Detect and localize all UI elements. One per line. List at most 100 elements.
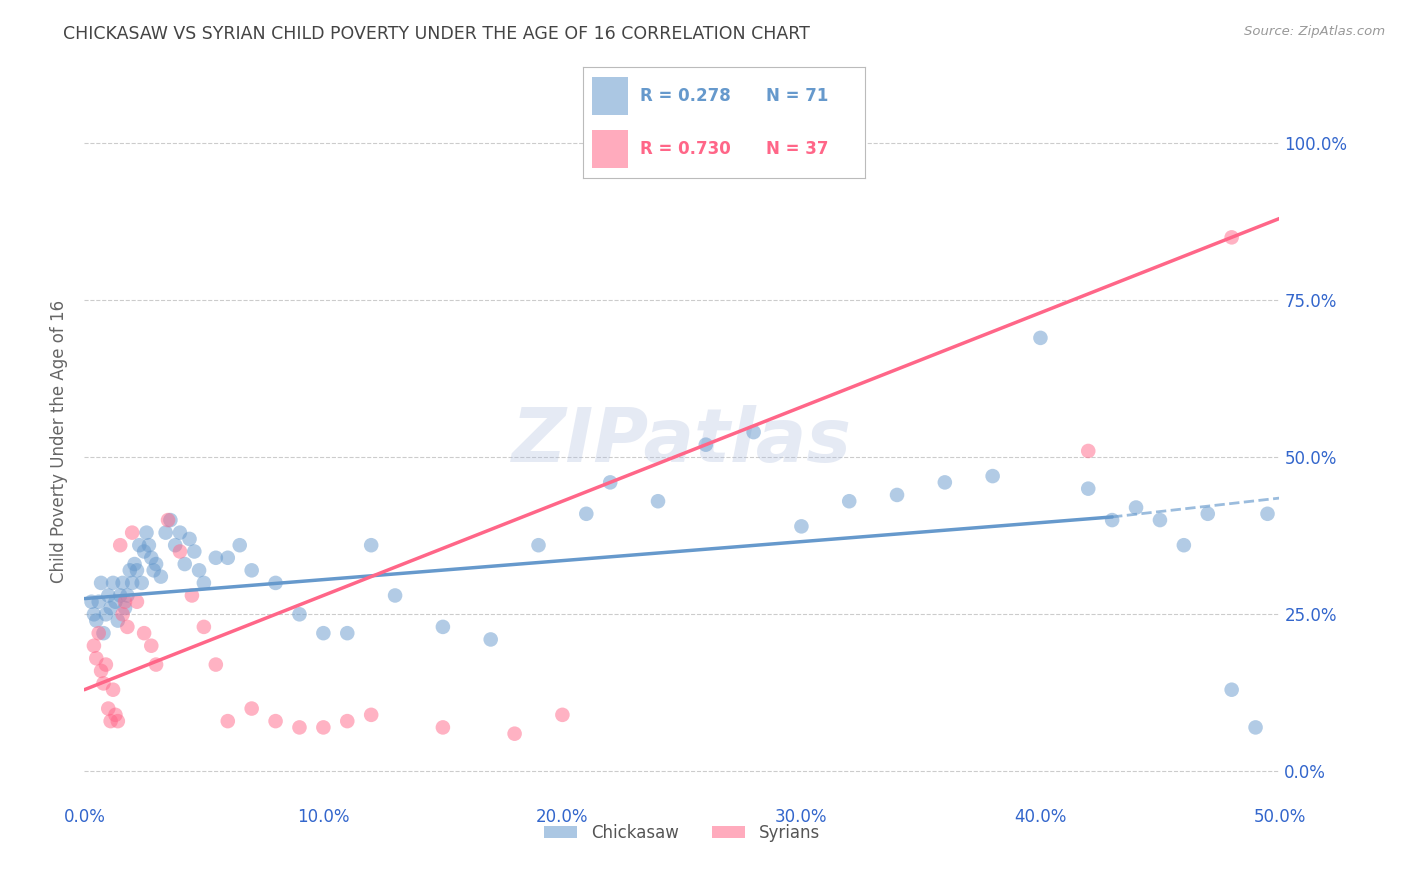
Point [264, 575, 287, 590]
Point [790, 519, 813, 533]
Point [128, 538, 150, 552]
Point [1125, 500, 1147, 515]
Point [479, 632, 502, 647]
Point [1244, 720, 1267, 734]
Point [104, 595, 127, 609]
Point [111, 607, 134, 622]
Point [336, 626, 359, 640]
Point [599, 475, 621, 490]
Point [360, 538, 382, 552]
Point [145, 557, 167, 571]
Point [117, 589, 139, 603]
Point [93, 626, 115, 640]
Point [193, 620, 215, 634]
Point [159, 513, 181, 527]
Point [838, 494, 860, 508]
Point [1220, 230, 1243, 244]
Point [336, 714, 359, 728]
Point [114, 601, 136, 615]
Point [1029, 331, 1052, 345]
Text: N = 37: N = 37 [766, 140, 828, 159]
Point [312, 626, 335, 640]
Point [86, 651, 108, 665]
Point [97, 701, 120, 715]
Point [107, 714, 129, 728]
Point [121, 525, 143, 540]
Text: ZIPatlas: ZIPatlas [512, 405, 852, 478]
Point [312, 720, 335, 734]
Point [135, 525, 157, 540]
Point [100, 601, 122, 615]
Point [240, 563, 263, 577]
Point [934, 475, 956, 490]
Point [157, 513, 180, 527]
Point [193, 575, 215, 590]
Text: Source: ZipAtlas.com: Source: ZipAtlas.com [1244, 25, 1385, 38]
Point [100, 714, 122, 728]
Text: R = 0.278: R = 0.278 [640, 87, 731, 105]
Point [647, 494, 669, 508]
Point [527, 538, 550, 552]
Point [264, 714, 287, 728]
Point [94, 607, 117, 622]
Point [288, 720, 311, 734]
Point [110, 589, 132, 603]
Point [111, 575, 134, 590]
Point [1220, 682, 1243, 697]
Point [742, 425, 765, 439]
Point [90, 664, 112, 678]
Point [695, 438, 717, 452]
Point [87, 626, 110, 640]
Point [149, 569, 172, 583]
Point [360, 707, 382, 722]
Point [981, 469, 1004, 483]
Point [169, 525, 191, 540]
Point [97, 589, 120, 603]
Point [107, 614, 129, 628]
Point [155, 525, 177, 540]
Point [145, 657, 167, 672]
Point [132, 544, 156, 558]
Point [217, 714, 239, 728]
Point [181, 589, 204, 603]
Point [132, 626, 156, 640]
Point [575, 507, 598, 521]
Point [138, 538, 160, 552]
Text: R = 0.730: R = 0.730 [640, 140, 731, 159]
Point [93, 676, 115, 690]
Legend: Chickasaw, Syrians: Chickasaw, Syrians [537, 817, 827, 848]
Point [124, 557, 146, 571]
Point [125, 563, 148, 577]
Point [121, 575, 143, 590]
Point [1077, 444, 1099, 458]
Point [131, 575, 153, 590]
Point [101, 575, 124, 590]
Y-axis label: Child Poverty Under the Age of 16: Child Poverty Under the Age of 16 [49, 300, 67, 583]
Point [1101, 513, 1123, 527]
Point [141, 550, 163, 565]
Point [118, 563, 141, 577]
Point [179, 532, 201, 546]
Text: CHICKASAW VS SYRIAN CHILD POVERTY UNDER THE AGE OF 16 CORRELATION CHART: CHICKASAW VS SYRIAN CHILD POVERTY UNDER … [63, 25, 810, 43]
Point [141, 639, 163, 653]
Point [101, 682, 124, 697]
Point [1173, 538, 1195, 552]
Point [94, 657, 117, 672]
Point [503, 727, 526, 741]
Point [240, 701, 263, 715]
Bar [592, 77, 628, 115]
Point [87, 595, 110, 609]
Point [205, 657, 228, 672]
Point [142, 563, 165, 577]
Point [188, 563, 211, 577]
Point [551, 707, 574, 722]
Point [169, 544, 191, 558]
Bar [592, 130, 628, 169]
Point [86, 614, 108, 628]
Point [125, 595, 148, 609]
Point [80, 595, 103, 609]
Point [110, 538, 132, 552]
Point [288, 607, 311, 622]
Point [83, 607, 105, 622]
Point [1257, 507, 1279, 521]
